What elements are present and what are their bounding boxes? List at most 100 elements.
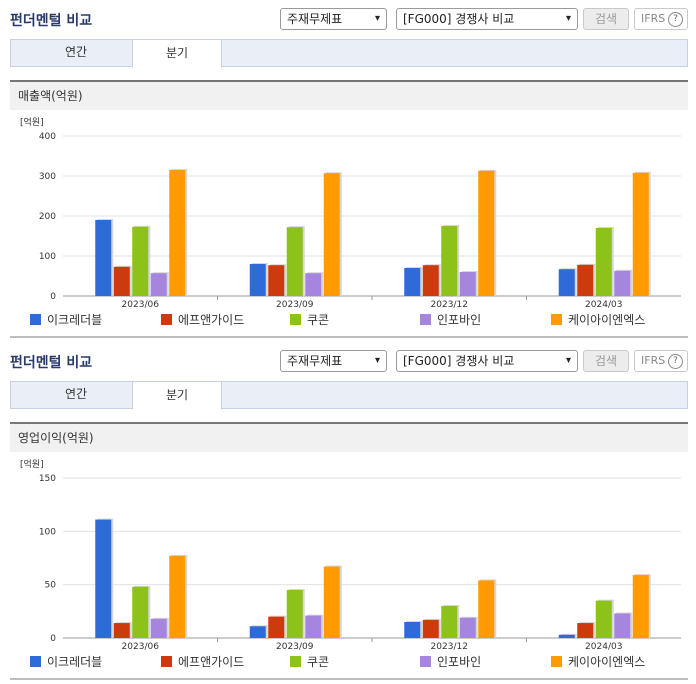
tab-annual[interactable]: 연간	[64, 387, 88, 401]
bar[interactable]	[577, 623, 594, 638]
legend-label: 쿠콘	[307, 655, 330, 669]
legend-label: 에프앤가이드	[178, 313, 245, 327]
legend-item[interactable]: 인포바인	[420, 655, 481, 669]
bar[interactable]	[614, 613, 631, 638]
search-button[interactable]: 검색	[583, 8, 629, 30]
bar[interactable]	[169, 555, 186, 638]
bar[interactable]	[113, 266, 130, 296]
bar[interactable]	[286, 227, 303, 296]
compare-select[interactable]: [FG000] 경쟁사 비교 ▾	[396, 350, 578, 372]
ifrs-button[interactable]: IFRS ?	[634, 8, 688, 30]
chevron-down-icon: ▾	[565, 13, 571, 24]
bar[interactable]	[323, 566, 340, 638]
bar[interactable]	[305, 615, 322, 638]
compare-select[interactable]: [FG000] 경쟁사 비교 ▾	[396, 8, 578, 30]
compare-value: [FG000] 경쟁사 비교	[403, 12, 515, 26]
operating-profit-chart: [억원] 0 50 100 150 2023/06 2023/09 2023/12 2024/0…	[20, 458, 681, 652]
legend-swatch	[30, 656, 41, 667]
bar[interactable]	[422, 619, 439, 638]
bar[interactable]	[249, 264, 266, 296]
period-tabs: 연간 분기	[10, 381, 688, 410]
chart-panel-title: 매출액(억원)	[10, 80, 688, 110]
x-tick-label: 2023/09	[276, 300, 314, 310]
bar[interactable]	[632, 575, 649, 638]
help-icon[interactable]: ?	[668, 12, 683, 27]
bar[interactable]	[286, 590, 303, 638]
bar[interactable]	[404, 622, 421, 638]
report-type-value: 주재무제표	[287, 12, 343, 26]
legend-label: 인포바인	[437, 655, 482, 669]
bar[interactable]	[323, 173, 340, 296]
legend-swatch	[290, 656, 301, 667]
ifrs-button[interactable]: IFRS ?	[634, 350, 688, 372]
bar[interactable]	[558, 634, 575, 638]
chevron-down-icon: ▾	[374, 13, 380, 24]
search-button[interactable]: 검색	[583, 350, 629, 372]
legend-label: 에프앤가이드	[178, 655, 245, 669]
bar[interactable]	[478, 170, 495, 296]
legend-label: 이크레더블	[47, 313, 103, 327]
legend-swatch	[551, 656, 562, 667]
legend-label: 케이아이엔엑스	[568, 313, 646, 327]
tab-annual[interactable]: 연간	[64, 45, 88, 59]
bar[interactable]	[441, 606, 458, 638]
section-header: 펀더멘털 비교 주재무제표 ▾ [FG000] 경쟁사 비교 ▾ 검색 IFRS…	[0, 342, 696, 374]
bar[interactable]	[558, 269, 575, 296]
legend-item[interactable]: 에프앤가이드	[161, 313, 244, 327]
compare-value: [FG000] 경쟁사 비교	[403, 354, 515, 368]
legend-item[interactable]: 쿠콘	[290, 313, 329, 327]
bar[interactable]	[404, 268, 421, 296]
legend-label: 케이아이엔엑스	[568, 655, 646, 669]
bar[interactable]	[595, 600, 612, 638]
unit-label: [억원]	[20, 116, 44, 128]
bar[interactable]	[632, 172, 649, 296]
section-header: 펀더멘털 비교 주재무제표 ▾ [FG000] 경쟁사 비교 ▾ 검색 IFRS…	[0, 0, 696, 32]
bar[interactable]	[478, 580, 495, 638]
legend-item[interactable]: 쿠콘	[290, 655, 329, 669]
bar[interactable]	[132, 226, 149, 296]
bar[interactable]	[459, 617, 476, 638]
legend-label: 쿠콘	[307, 313, 330, 327]
bar[interactable]	[577, 264, 594, 296]
legend-item[interactable]: 이크레더블	[30, 313, 102, 327]
y-tick-label: 300	[39, 172, 56, 182]
report-type-select[interactable]: 주재무제표 ▾	[280, 350, 387, 372]
legend-item[interactable]: 에프앤가이드	[161, 655, 244, 669]
bar[interactable]	[95, 220, 112, 296]
bar[interactable]	[132, 586, 149, 638]
legend-item[interactable]: 케이아이엔엑스	[551, 655, 645, 669]
unit-label: [억원]	[20, 458, 44, 470]
bar[interactable]	[441, 226, 458, 296]
x-tick-label: 2023/12	[431, 300, 468, 310]
legend-swatch	[30, 314, 41, 325]
x-tick-label: 2023/12	[431, 642, 468, 652]
bar[interactable]	[113, 623, 130, 638]
tab-quarterly[interactable]: 분기	[132, 39, 222, 68]
report-type-select[interactable]: 주재무제표 ▾	[280, 8, 387, 30]
bar[interactable]	[169, 170, 186, 296]
bar[interactable]	[268, 616, 285, 638]
help-icon[interactable]: ?	[668, 354, 683, 369]
legend-label: 인포바인	[437, 313, 482, 327]
y-tick-label: 400	[39, 132, 56, 142]
bar[interactable]	[95, 519, 112, 638]
legend-item[interactable]: 인포바인	[420, 313, 481, 327]
bar[interactable]	[249, 626, 266, 638]
y-tick-label: 0	[50, 292, 56, 302]
bar[interactable]	[459, 272, 476, 296]
bar[interactable]	[614, 270, 631, 296]
x-tick-label: 2023/06	[122, 300, 160, 310]
bar[interactable]	[305, 273, 322, 296]
chart-legend: 이크레더블 에프앤가이드 쿠콘 인포바인 케이아이엔엑스	[30, 655, 680, 671]
bar[interactable]	[422, 265, 439, 296]
bar[interactable]	[595, 228, 612, 296]
y-tick-label: 150	[39, 474, 56, 484]
x-tick-label: 2023/09	[276, 642, 314, 652]
legend-item[interactable]: 케이아이엔엑스	[551, 313, 645, 327]
bar[interactable]	[150, 618, 167, 638]
tab-quarterly[interactable]: 분기	[132, 381, 222, 410]
bar[interactable]	[268, 265, 285, 296]
y-tick-label: 0	[50, 634, 56, 644]
legend-item[interactable]: 이크레더블	[30, 655, 102, 669]
bar[interactable]	[150, 273, 167, 296]
